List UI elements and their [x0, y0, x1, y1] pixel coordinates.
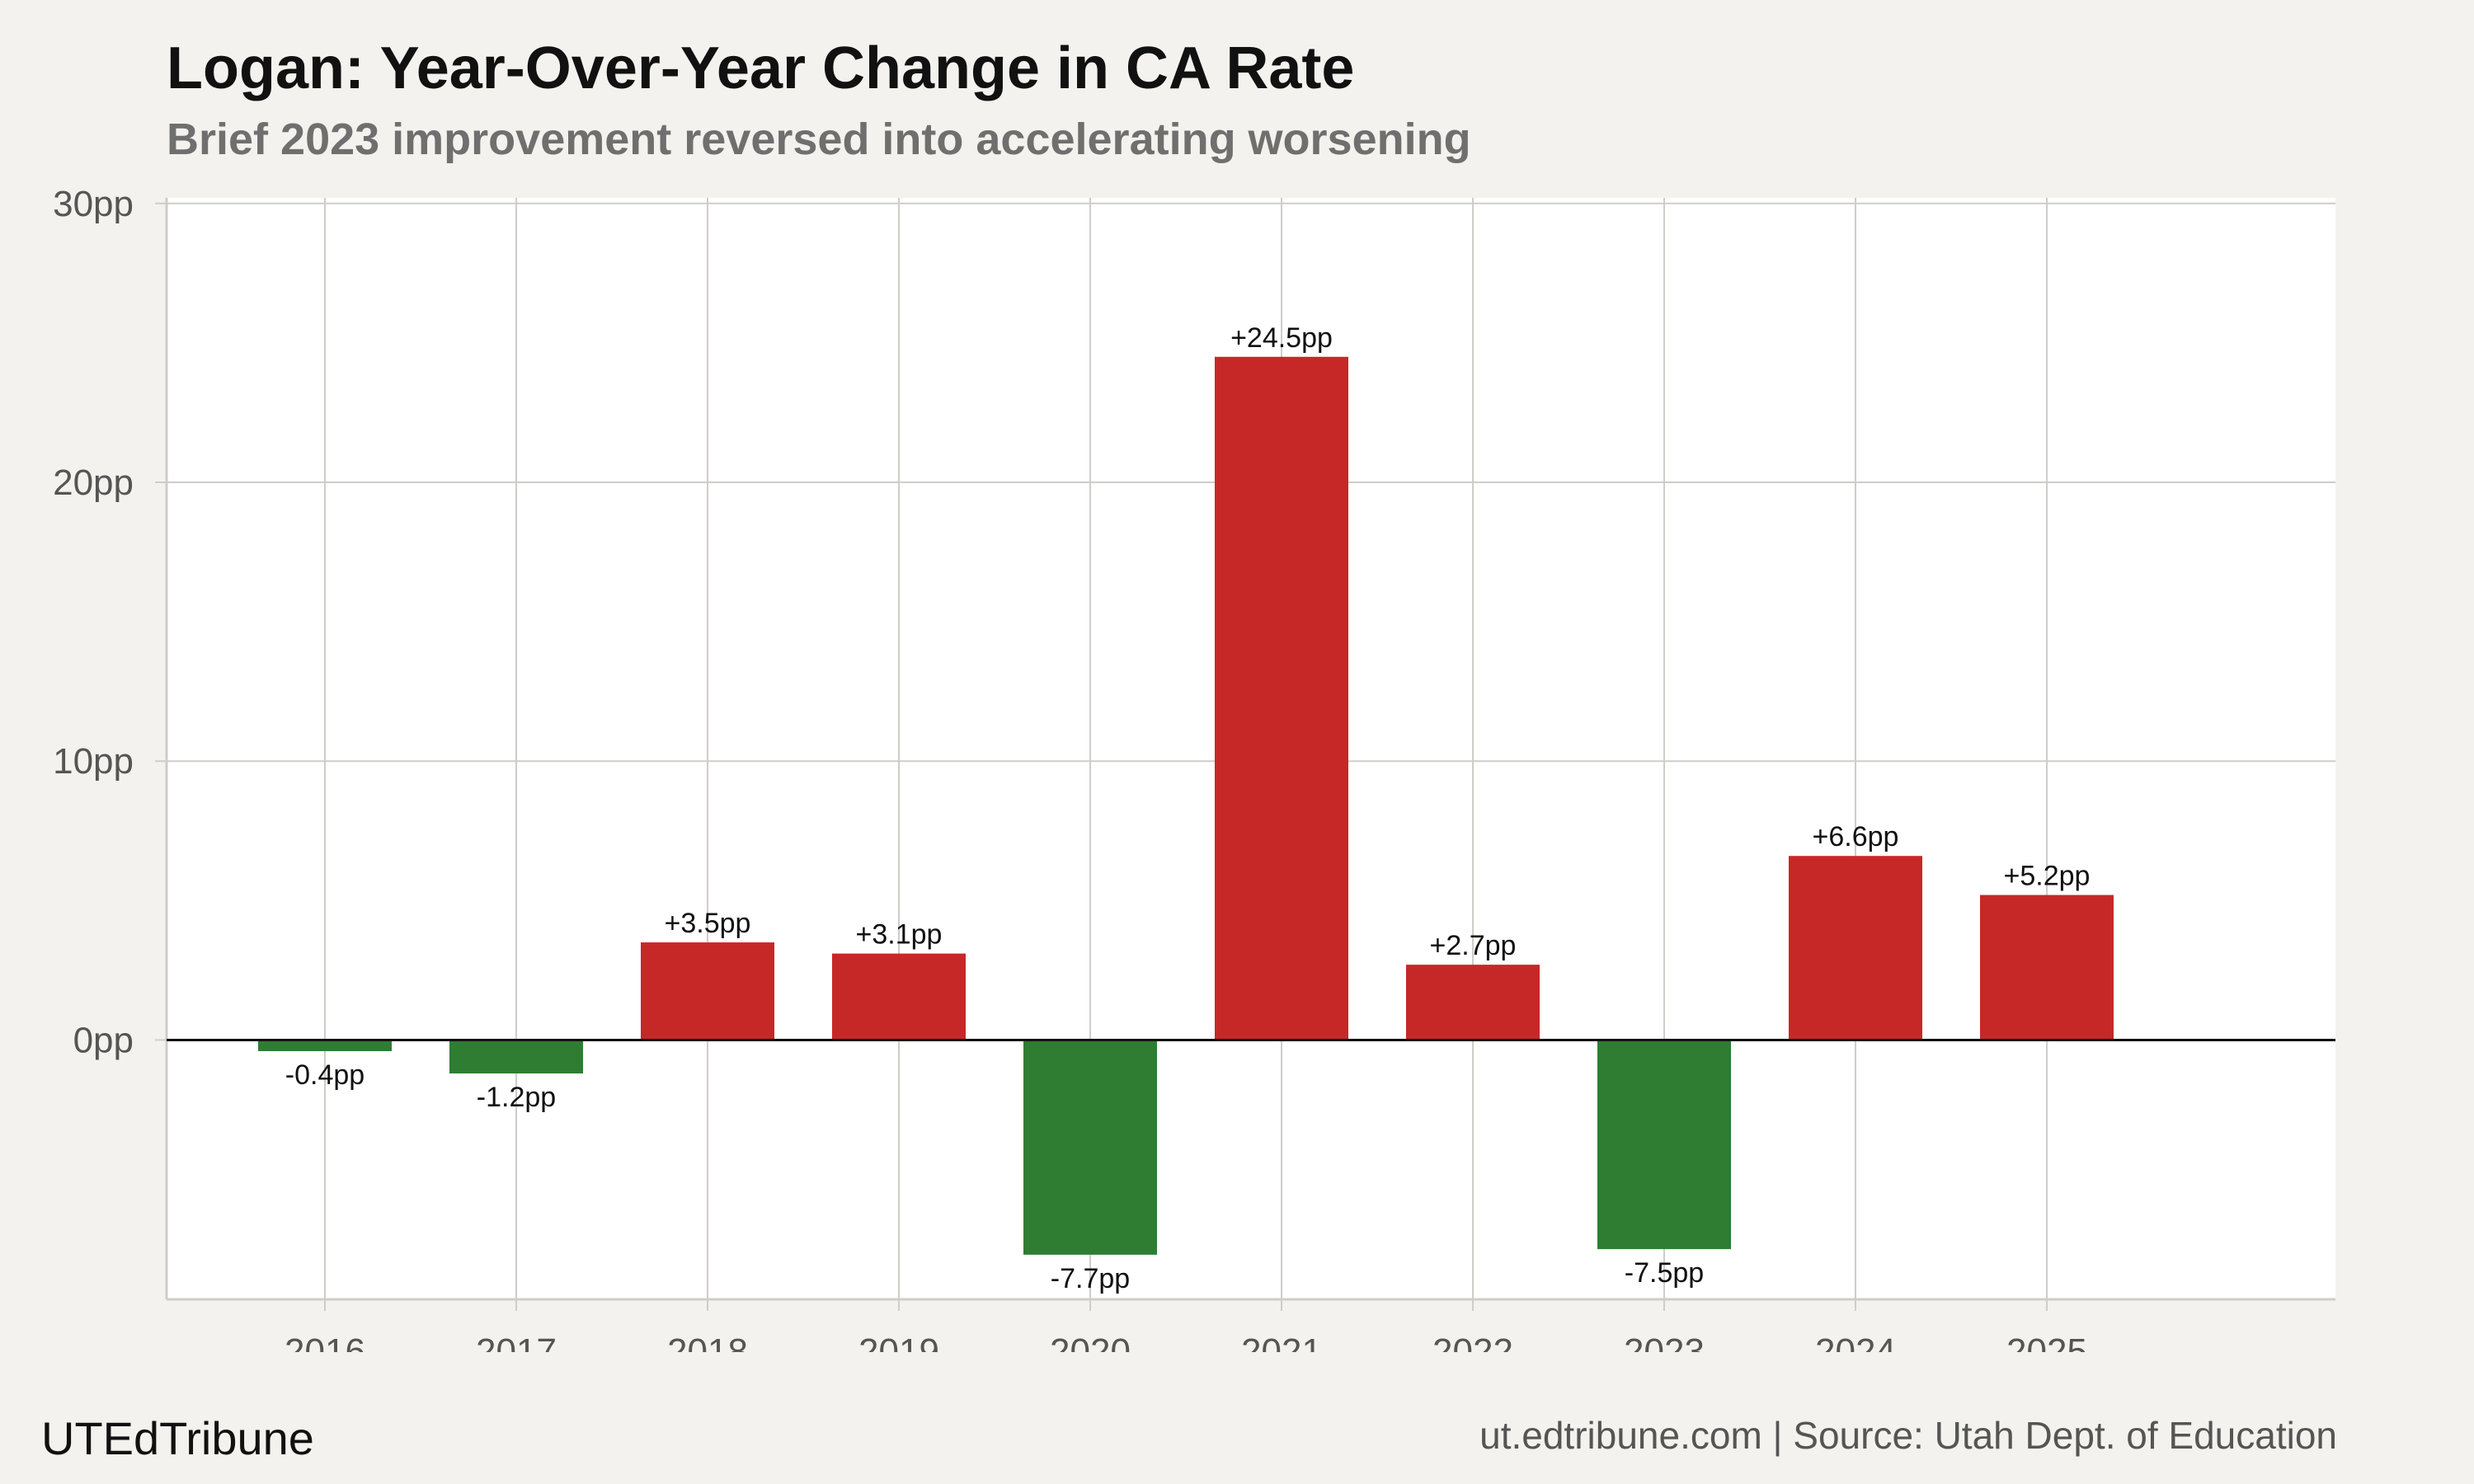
axes [155, 198, 2335, 1311]
data-label-2016: -0.4pp [285, 1059, 365, 1091]
chart-title: Logan: Year-Over-Year Change in CA Rate [167, 35, 1355, 101]
data-label-2022: +2.7pp [1430, 930, 1517, 961]
bar-2024 [1789, 856, 1922, 1040]
y-tick-label: 10pp [53, 741, 134, 782]
bar-2022 [1406, 965, 1540, 1040]
bar-2019 [832, 953, 966, 1040]
bar-2018 [641, 942, 774, 1040]
x-tick-label: 2025 [2006, 1331, 2087, 1352]
x-tick-label: 2022 [1432, 1331, 1513, 1352]
x-tick-label: 2020 [1050, 1331, 1131, 1352]
data-label-2018: +3.5pp [665, 908, 751, 939]
bar-2025 [1980, 895, 2114, 1040]
bar-2023 [1597, 1040, 1731, 1250]
source-credit: ut.edtribune.com | Source: Utah Dept. of… [1479, 1414, 2337, 1457]
labels: 0pp 10pp 20pp 30pp 2016 2017 2018 2019 2020 2021 2… [53, 184, 2090, 1352]
bar-chart: 0pp 10pp 20pp 30pp 2016 2017 2018 2019 2020 2021 2… [53, 184, 2335, 1352]
chart-subtitle: Brief 2023 improvement reversed into acc… [167, 115, 1471, 164]
data-label-2017: -1.2pp [477, 1082, 556, 1113]
data-label-2020: -7.7pp [1051, 1263, 1130, 1294]
x-tick-label: 2017 [476, 1331, 557, 1352]
x-tick-label: 2021 [1241, 1331, 1322, 1352]
y-tick-label: 0pp [73, 1020, 134, 1060]
x-tick-label: 2018 [667, 1331, 748, 1352]
bar-2021 [1215, 356, 1348, 1040]
bars [258, 356, 2114, 1255]
bar-2017 [449, 1040, 583, 1074]
x-tick-label: 2023 [1624, 1331, 1705, 1352]
x-tick-label: 2024 [1815, 1331, 1896, 1352]
data-label-2021: +24.5pp [1230, 322, 1333, 354]
x-tick-label: 2016 [285, 1331, 365, 1352]
bar-2020 [1023, 1040, 1157, 1255]
data-label-2024: +6.6pp [1813, 821, 1899, 852]
x-tick-label: 2019 [858, 1331, 939, 1352]
brand-logo-text: UTEdTribune [41, 1412, 314, 1464]
data-label-2019: +3.1pp [856, 919, 943, 951]
data-label-2025: +5.2pp [2004, 861, 2091, 892]
bar-2016 [258, 1040, 392, 1051]
y-tick-label: 30pp [53, 184, 134, 224]
y-tick-label: 20pp [53, 463, 134, 503]
data-label-2023: -7.5pp [1625, 1257, 1704, 1289]
